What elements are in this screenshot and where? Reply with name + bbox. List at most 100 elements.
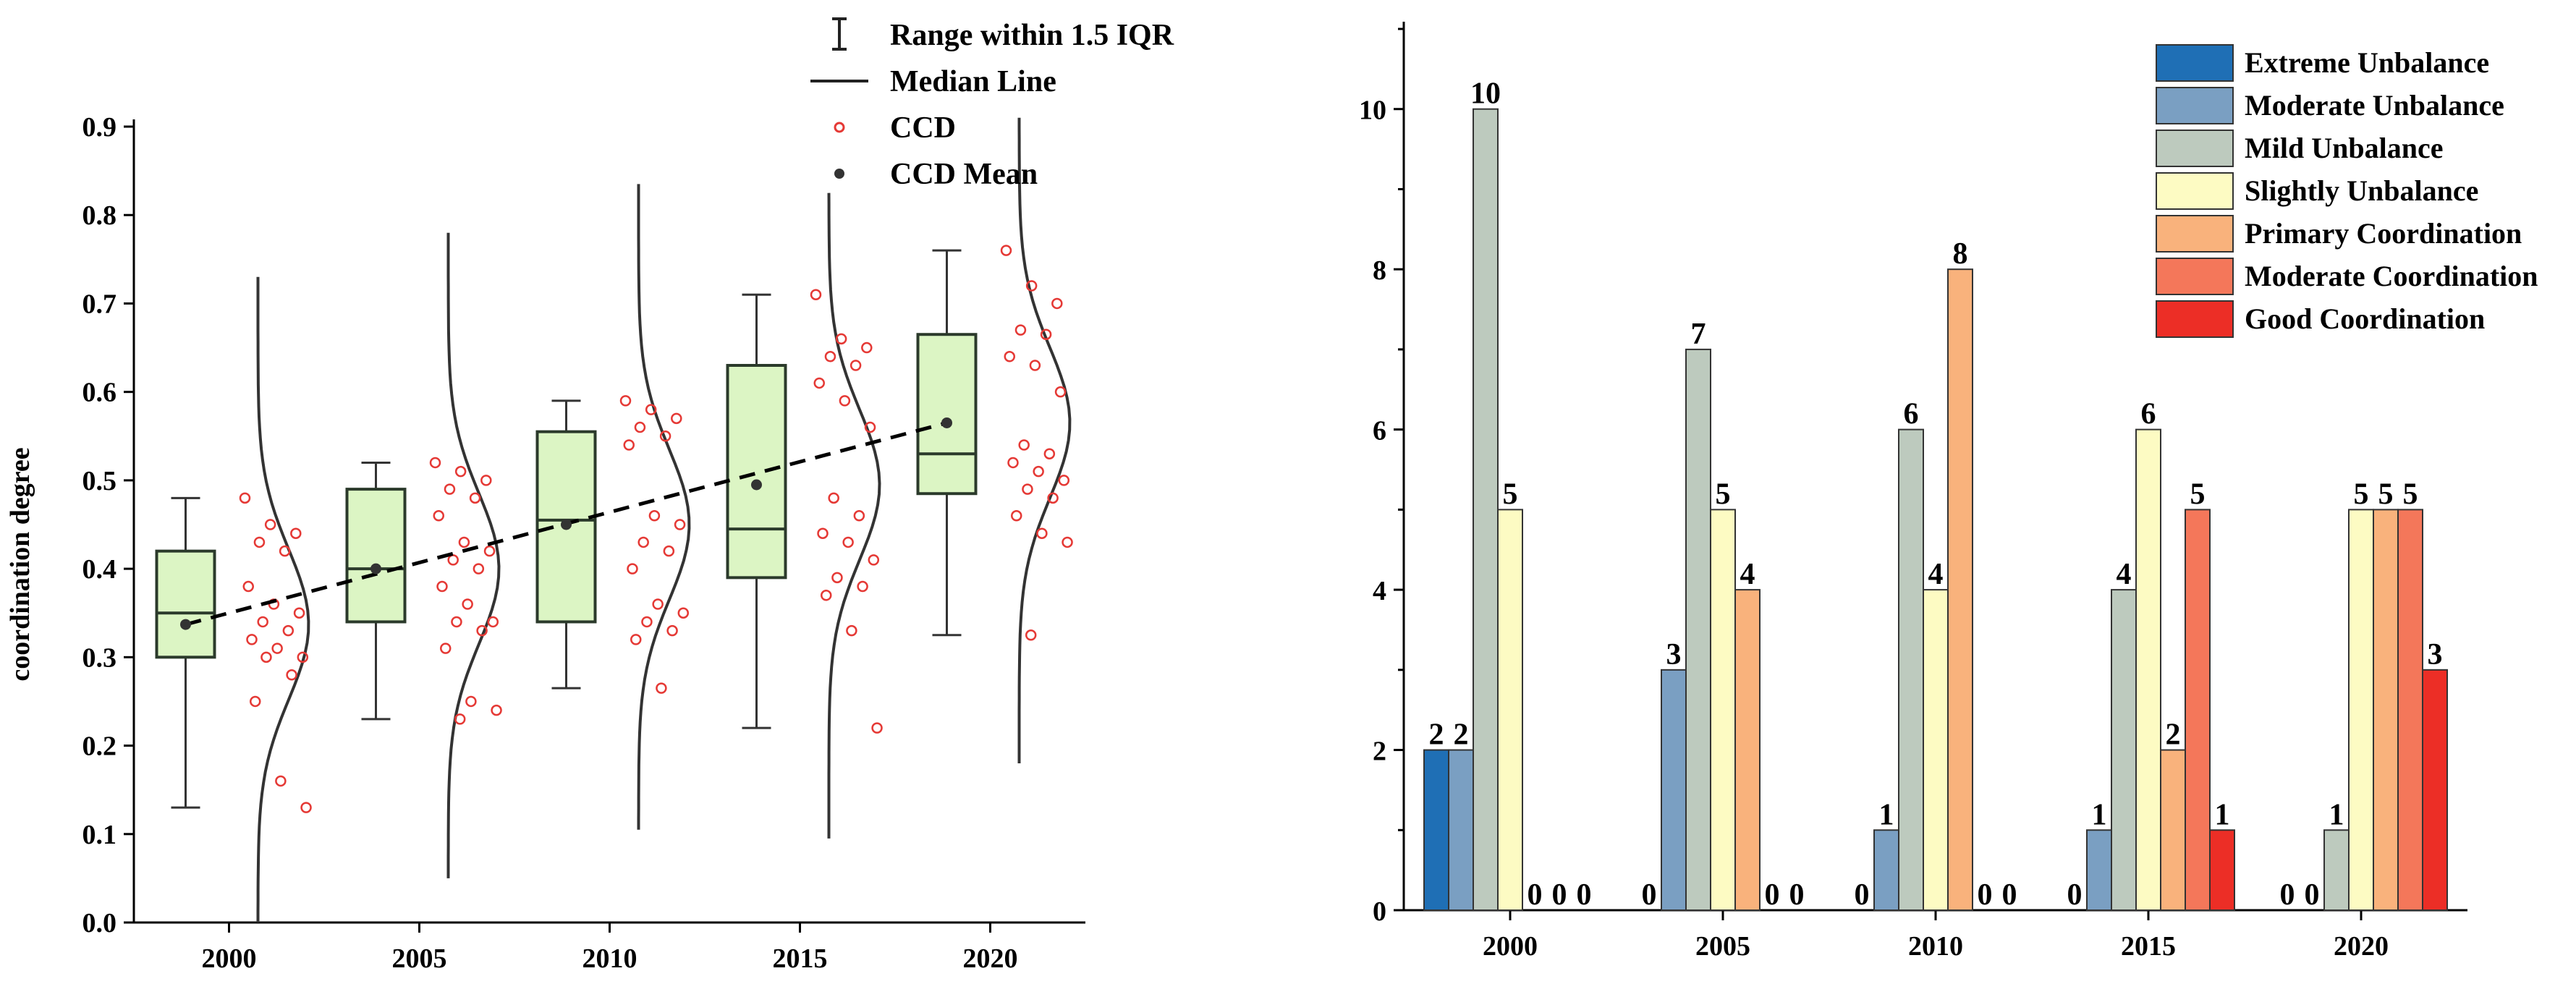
bar-2020-5 (2397, 509, 2423, 911)
y-tick-label: 0.9 (82, 112, 117, 143)
bar-2010-4 (1947, 268, 1973, 911)
ccd-points (239, 245, 1073, 813)
y-tick-label: 2 (1373, 737, 1386, 767)
ccd-point (674, 519, 686, 530)
ccd-point (637, 536, 649, 548)
ccd-point (476, 624, 488, 637)
ccd-point (444, 483, 456, 495)
bar-label: 0 (2002, 878, 2017, 912)
bar-label: 4 (2117, 558, 2132, 591)
bar-label: 0 (1765, 878, 1780, 912)
ccd-point (462, 598, 473, 610)
bar-2015-3 (2135, 428, 2161, 911)
legend-label: Good Coordination (2245, 302, 2485, 335)
ccd-point (645, 404, 657, 415)
ccd-point (257, 616, 268, 628)
ccd-point (846, 624, 857, 637)
ccd-point (429, 457, 441, 469)
bar-label: 5 (2354, 478, 2369, 511)
legend-swatch (2156, 258, 2234, 295)
bar-label: 0 (2305, 878, 2320, 912)
bar-label: 3 (1666, 638, 1682, 671)
box-plot-chart: coordination degree 0.00.10.20.30.40.50.… (5, 17, 1174, 974)
ccd-point (433, 510, 444, 522)
ccd-point (1018, 439, 1030, 451)
legend-label: Mild Unbalance (2245, 132, 2443, 164)
mean-point (370, 563, 381, 574)
ccd-point (279, 545, 291, 557)
bar-label: 2 (1454, 718, 1469, 752)
ccd-point (1040, 328, 1052, 340)
distribution-curve-2015 (827, 192, 881, 839)
bar-2015-1 (2086, 829, 2112, 911)
bar-label: 0 (1855, 878, 1870, 912)
ccd-point (630, 634, 642, 645)
bar-label: 6 (2141, 398, 2156, 431)
y-axis-title-text: coordination degree (5, 447, 35, 681)
distribution-curve-2010 (637, 184, 691, 830)
ccd-point (253, 536, 266, 548)
ccd-point (300, 802, 312, 813)
ccd-point (1058, 475, 1070, 486)
ccd-point (1062, 536, 1073, 548)
bar-label: 2 (1429, 718, 1444, 752)
distribution-curve-2020 (1017, 117, 1072, 763)
distribution-curve-2005 (446, 232, 501, 878)
y-tick-label: 0.1 (82, 820, 117, 850)
ccd-point (1051, 297, 1063, 310)
ccd-point (473, 563, 485, 574)
legend-swatch (2156, 172, 2234, 210)
bar-2015-6 (2209, 829, 2235, 911)
legend-swatch (2156, 300, 2234, 338)
y-axis-title: coordination degree (5, 447, 35, 681)
bar-2020-4 (2373, 509, 2399, 911)
ccd-point (828, 492, 839, 504)
bar-label: 5 (2378, 478, 2394, 511)
bar-label: 5 (2403, 478, 2418, 511)
bar-label: 1 (2329, 798, 2344, 831)
mean-point (180, 619, 191, 630)
x-tick-label: 2015 (2121, 931, 2176, 962)
ccd-point (663, 545, 675, 557)
ccd-point (297, 651, 309, 663)
legend-range-icon (832, 17, 847, 51)
legend-label: Extreme Unbalance (2245, 46, 2489, 79)
bar-2005-2 (1685, 348, 1711, 911)
ccd-point (1033, 465, 1044, 478)
bar-label: 0 (1528, 878, 1543, 912)
y-tick-label: 0.5 (82, 466, 117, 496)
ccd-point (483, 545, 496, 557)
bar-label: 1 (1879, 798, 1894, 831)
bar-label: 5 (1503, 478, 1518, 511)
legend-swatch (2156, 87, 2234, 124)
bar-label: 3 (2428, 638, 2443, 671)
ccd-point (1047, 492, 1059, 504)
x-tick-label: 2005 (392, 943, 447, 974)
ccd-point (864, 421, 876, 433)
box-2000 (155, 549, 216, 659)
ccd-point (641, 616, 653, 628)
bar-label: 0 (1552, 878, 1567, 912)
x-tick-label: 2010 (1908, 931, 1963, 962)
distribution-curve-2000 (256, 276, 310, 922)
ccd-point (1043, 448, 1056, 459)
bar-2020-3 (2348, 509, 2374, 911)
legend-label: Slightly Unbalance (2245, 174, 2478, 207)
ccd-point (671, 412, 682, 425)
ccd-point (271, 642, 283, 654)
bar-label: 7 (1691, 318, 1706, 351)
legend-label: Moderate Unbalance (2245, 89, 2504, 122)
ccd-point (246, 634, 258, 645)
ccd-point (850, 360, 862, 371)
ccd-point (1022, 483, 1033, 495)
ccd-point (677, 607, 690, 619)
box-2020 (916, 333, 978, 496)
y-tick-label: 0.6 (82, 378, 117, 408)
y-tick-label: 0.8 (82, 200, 117, 231)
ccd-point (1007, 457, 1019, 469)
ccd-point (835, 333, 847, 345)
ccd-point (817, 527, 829, 539)
bar-label: 1 (2215, 798, 2230, 831)
bar-2005-4 (1734, 589, 1761, 911)
